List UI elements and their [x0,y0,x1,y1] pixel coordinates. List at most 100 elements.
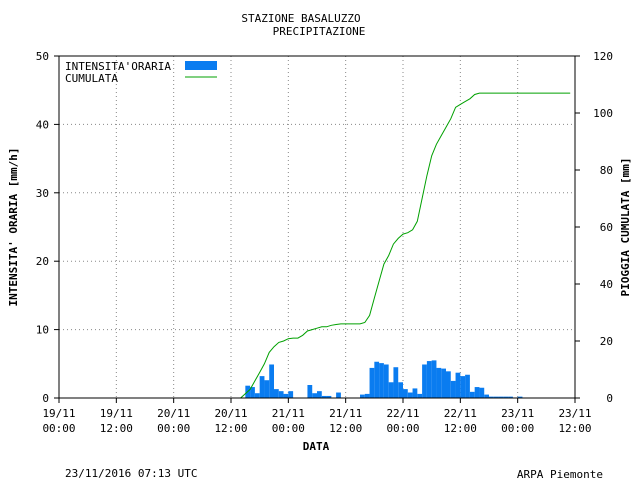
intensity-bar [254,393,260,398]
cumulative-line [59,92,571,399]
intensity-bar [364,393,370,398]
intensity-bar [474,387,480,398]
x-tick-time: 12:00 [558,422,591,435]
right-axis-ticks: 0 20 40 60 80 100 120 [575,50,613,405]
intensity-bar [417,393,423,398]
right-tick-label: 20 [600,335,613,348]
right-tick-label: 100 [593,107,613,120]
right-axis-label: PIOGGIA CUMULATA [mm] [619,157,632,296]
intensity-bar [264,380,270,398]
intensity-bar [288,391,294,398]
intensity-bar [489,396,494,398]
left-tick-label: 50 [36,50,49,63]
left-axis-label: INTENSITA' ORARIA [mm/h] [7,148,20,307]
x-tick-time: 00:00 [272,422,305,435]
x-tick-date: 21/11 [329,407,362,420]
x-axis-ticks: 19/11 00:00 19/11 12:00 20/11 00:00 20/11 12:00… [42,398,592,435]
chart-subtitle: PRECIPITAZIONE [273,25,366,38]
intensity-bar [426,361,432,398]
intensity-bar [250,387,255,398]
intensity-bar [446,371,451,398]
intensity-bar [441,368,446,398]
x-tick-time: 12:00 [214,422,247,435]
intensity-bar [479,387,485,398]
x-tick-date: 22/11 [386,407,419,420]
left-tick-label: 30 [36,187,49,200]
intensity-bar [450,380,456,398]
x-tick-time: 00:00 [42,422,75,435]
x-tick-date: 21/11 [272,407,305,420]
intensity-bar [517,396,523,398]
x-tick-date: 19/11 [42,407,75,420]
intensity-bar [360,394,365,398]
intensity-bar [455,372,461,398]
intensity-bar [498,396,504,398]
intensity-bar [269,364,274,398]
x-tick-date: 19/11 [100,407,133,420]
left-axis-ticks: 0 10 20 30 40 50 [36,50,59,405]
chart-title: STAZIONE BASALUZZO [241,12,360,25]
intensity-bar [508,396,513,398]
intensity-bar [321,395,327,398]
intensity-bar [398,382,403,398]
intensity-bar [393,367,399,398]
right-tick-label: 80 [600,164,613,177]
intensity-bar [336,392,341,398]
x-tick-date: 23/11 [501,407,534,420]
left-tick-label: 10 [36,324,49,337]
intensity-bar [407,392,413,398]
intensity-bar [312,393,317,398]
intensity-bar [484,394,489,398]
intensity-bar [326,395,332,398]
legend-swatch-intensity [185,61,217,70]
legend: INTENSITA'ORARIA CUMULATA [65,60,217,85]
x-axis-label: DATA [303,440,330,453]
right-tick-label: 0 [606,392,613,405]
intensity-bar [369,367,375,398]
intensity-bar [503,396,509,398]
intensity-bar [412,388,418,398]
footer-timestamp: 23/11/2016 07:13 UTC [65,467,197,480]
right-tick-label: 120 [593,50,613,63]
intensity-bar [469,391,475,398]
intensity-bar [379,363,384,398]
x-tick-time: 00:00 [157,422,190,435]
legend-label-intensity: INTENSITA'ORARIA [65,60,171,73]
intensity-bar [278,391,284,398]
grid-lines [59,56,575,398]
intensity-bars [245,360,523,398]
intensity-bar [422,364,427,398]
x-tick-date: 22/11 [444,407,477,420]
intensity-bar [460,376,466,398]
x-tick-date: 20/11 [214,407,247,420]
x-tick-time: 12:00 [329,422,362,435]
intensity-bar [403,389,408,398]
intensity-bar [274,389,279,398]
intensity-bar [431,360,437,398]
intensity-bar [388,382,394,398]
right-tick-label: 40 [600,278,613,291]
x-tick-time: 12:00 [444,422,477,435]
intensity-bar [307,385,313,398]
intensity-bar [436,367,442,398]
left-tick-label: 20 [36,255,49,268]
x-tick-date: 23/11 [558,407,591,420]
intensity-bar [317,391,322,398]
x-tick-time: 12:00 [100,422,133,435]
intensity-bar [465,374,470,398]
intensity-bar [259,376,265,398]
left-tick-label: 40 [36,118,49,131]
intensity-bar [374,361,380,398]
left-tick-label: 0 [42,392,49,405]
x-tick-time: 00:00 [501,422,534,435]
intensity-bar [493,396,499,398]
footer-credit: ARPA Piemonte [517,468,603,480]
legend-label-cumulative: CUMULATA [65,72,118,85]
intensity-bar [383,364,389,398]
x-tick-date: 20/11 [157,407,190,420]
intensity-bar [283,393,289,398]
right-tick-label: 60 [600,221,613,234]
x-tick-time: 00:00 [386,422,419,435]
